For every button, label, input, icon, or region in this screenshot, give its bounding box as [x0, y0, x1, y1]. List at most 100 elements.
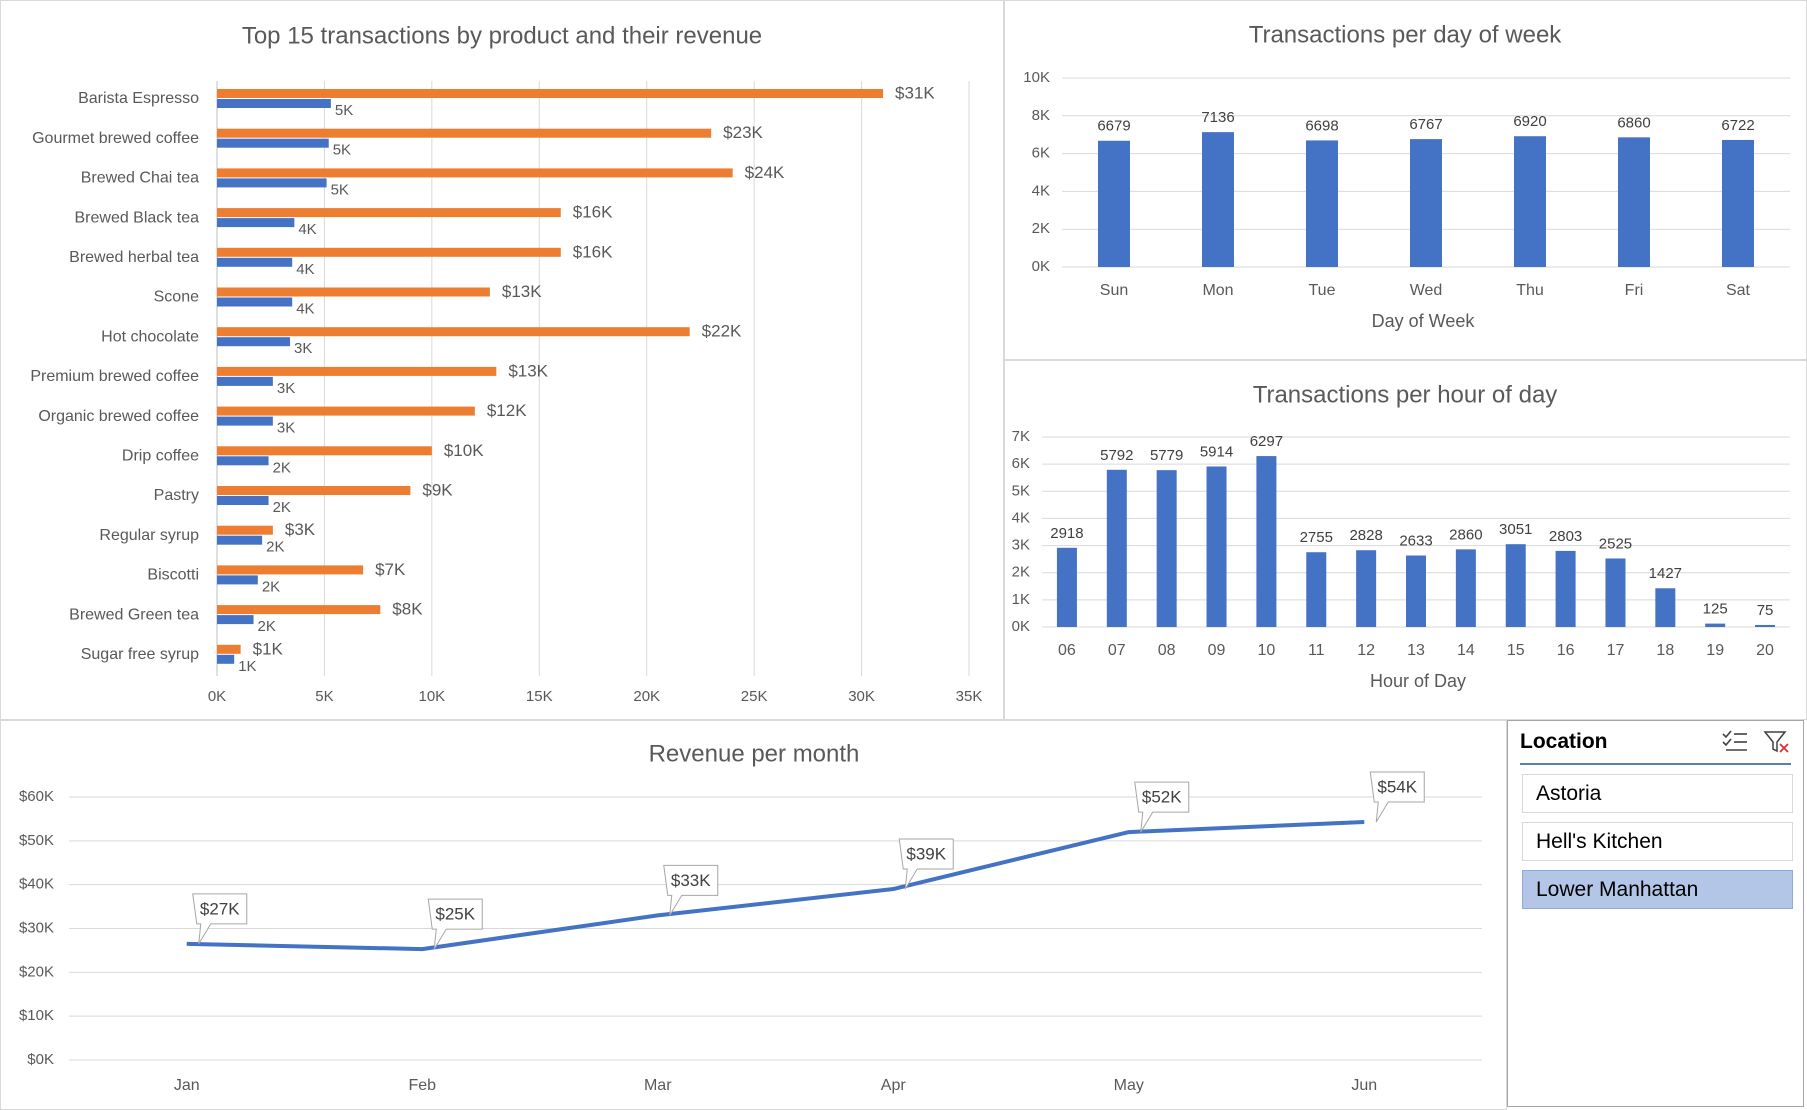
- slicer-item-astoria[interactable]: Astoria: [1522, 774, 1793, 813]
- transactions-bar: [217, 496, 269, 505]
- revenue-line: [186, 819, 1365, 952]
- revenue-bar: [217, 486, 411, 495]
- revenue-data-label: $31K: [895, 83, 935, 102]
- data-label: 2860: [1449, 526, 1482, 543]
- data-label: 6679: [1097, 118, 1130, 135]
- category-label: Pastry: [154, 487, 199, 504]
- data-label: 5779: [1150, 447, 1183, 464]
- transactions-bar: [217, 178, 327, 188]
- x-tick-label: Jun: [1351, 1077, 1377, 1094]
- x-tick-label: Thu: [1516, 282, 1544, 299]
- bar: [1202, 132, 1234, 267]
- revenue-bar: [217, 168, 733, 178]
- transactions-data-label: 3K: [294, 340, 312, 357]
- data-label: 5914: [1200, 443, 1233, 460]
- x-tick-label: 35K: [956, 688, 983, 705]
- bar: [1555, 550, 1576, 627]
- slicer-item-hells-kitchen[interactable]: Hell's Kitchen: [1522, 822, 1793, 861]
- revenue-data-label: $7K: [375, 560, 406, 579]
- revenue-bar: [217, 525, 273, 535]
- chart-title: Transactions per hour of day: [1253, 381, 1558, 408]
- transactions-bar: [217, 376, 273, 386]
- chart-title: Top 15 transactions by product and their…: [242, 22, 762, 49]
- y-tick-label: 4K: [1012, 509, 1030, 526]
- clear-filter-icon[interactable]: [1763, 729, 1791, 755]
- x-tick-label: 0K: [208, 688, 226, 705]
- data-label: 5792: [1100, 447, 1133, 464]
- x-tick-label: 19: [1706, 642, 1724, 659]
- transactions-bar: [217, 337, 291, 347]
- y-tick-label: 4K: [1032, 182, 1050, 199]
- y-tick-label: $10K: [19, 1007, 54, 1024]
- x-tick-label: 10K: [419, 688, 446, 705]
- data-label: 2633: [1399, 533, 1432, 550]
- slicer-title: Location: [1520, 730, 1608, 753]
- revenue-bar: [217, 446, 432, 456]
- revenue-bar: [217, 406, 475, 416]
- y-tick-label: $20K: [19, 963, 54, 980]
- x-tick-label: 14: [1457, 642, 1475, 659]
- x-tick-label: 15: [1507, 642, 1525, 659]
- y-tick-label: 6K: [1032, 145, 1050, 162]
- transactions-data-label: 2K: [262, 578, 280, 595]
- data-label: 2525: [1599, 535, 1632, 552]
- category-label: Brewed herbal tea: [69, 249, 199, 266]
- location-slicer: Location Astoria Hell's Kitchen Lower Ma…: [1507, 720, 1804, 1107]
- y-tick-label: 8K: [1032, 107, 1050, 124]
- x-tick-label: Jan: [174, 1077, 200, 1094]
- data-label: 75: [1757, 602, 1774, 619]
- bar: [1455, 549, 1476, 627]
- bar: [1505, 544, 1526, 627]
- product-revenue-chart-panel: Top 15 transactions by product and their…: [0, 0, 1004, 720]
- y-tick-label: 2K: [1012, 564, 1030, 581]
- x-tick-label: 25K: [741, 688, 768, 705]
- revenue-bar: [217, 565, 364, 575]
- slicer-icons: [1721, 729, 1791, 755]
- y-tick-label: 2K: [1032, 220, 1050, 237]
- slicer-item-lower-manhattan[interactable]: Lower Manhattan: [1522, 870, 1793, 909]
- revenue-bar: [217, 644, 241, 654]
- weekday-chart-panel: Transactions per day of week 0K 2K 4K 6K 8K 10…: [1004, 0, 1807, 360]
- category-label: Biscotti: [147, 567, 199, 584]
- transactions-data-label: 5K: [335, 102, 353, 119]
- data-label: 6920: [1513, 113, 1546, 130]
- data-label: $25K: [435, 905, 475, 924]
- x-tick-label: Mar: [644, 1077, 672, 1094]
- transactions-data-label: 5K: [333, 142, 351, 159]
- bar: [1406, 555, 1426, 627]
- revenue-bar: [217, 287, 490, 297]
- data-callout-box: [898, 838, 954, 890]
- chart-title: Transactions per day of week: [1249, 21, 1563, 48]
- data-label: 6698: [1305, 117, 1338, 134]
- category-label: Brewed Black tea: [74, 209, 199, 226]
- multi-select-icon[interactable]: [1721, 729, 1749, 755]
- data-label: 7136: [1201, 109, 1234, 126]
- x-tick-label: Wed: [1410, 282, 1443, 299]
- category-label: Regular syrup: [99, 527, 199, 544]
- x-tick-label: 10: [1258, 642, 1276, 659]
- category-label: Sugar free syrup: [81, 646, 199, 663]
- bar: [1256, 456, 1277, 627]
- transactions-bar: [217, 416, 273, 426]
- transactions-bar: [217, 218, 295, 228]
- x-tick-label: 07: [1108, 642, 1126, 659]
- transactions-data-label: 2K: [266, 539, 284, 556]
- transactions-bar: [217, 99, 331, 108]
- revenue-data-label: $1K: [253, 639, 284, 658]
- revenue-bar: [217, 366, 497, 376]
- data-callout-box: [1134, 781, 1190, 833]
- bar: [1156, 470, 1177, 627]
- transactions-bar: [217, 575, 258, 585]
- revenue-bar: [217, 327, 690, 337]
- transactions-data-label: 2K: [258, 618, 276, 635]
- category-label: Premium brewed coffee: [30, 368, 199, 385]
- data-label: 2828: [1349, 527, 1382, 544]
- bar: [1056, 547, 1077, 627]
- data-callout-box: [1369, 771, 1425, 823]
- bar: [1106, 469, 1127, 627]
- x-tick-label: 13: [1407, 642, 1425, 659]
- y-tick-label: 6K: [1012, 455, 1030, 472]
- x-tick-label: 16: [1557, 642, 1575, 659]
- transactions-data-label: 2K: [273, 499, 291, 516]
- revenue-data-label: $24K: [745, 163, 785, 182]
